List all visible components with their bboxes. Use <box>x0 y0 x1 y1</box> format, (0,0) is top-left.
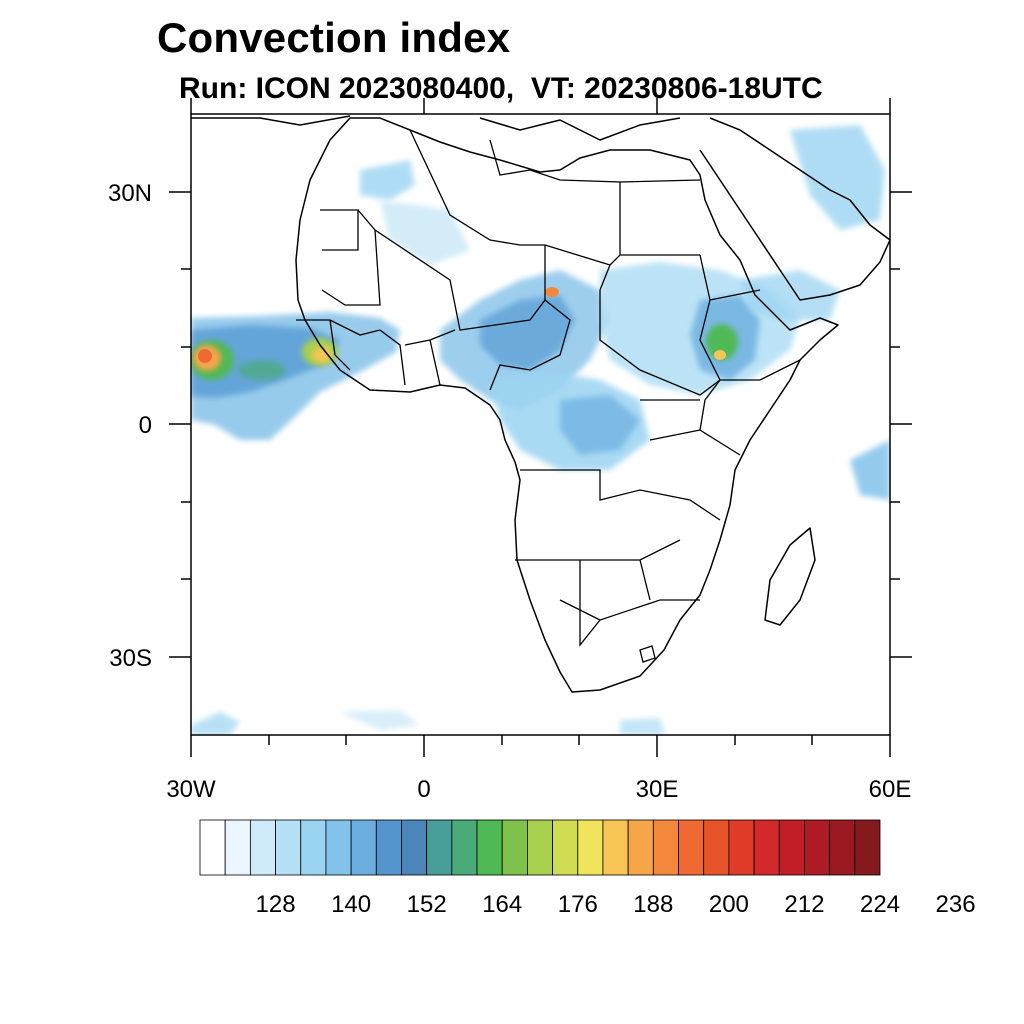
colorbar-swatch <box>527 819 553 876</box>
colorbar-swatch <box>753 819 780 876</box>
convection-peak-east-atlantic <box>198 349 212 363</box>
colorbar-swatch <box>678 819 705 876</box>
colorbar-tick-label: 236 <box>936 891 976 918</box>
lon-label-30w: 30W <box>166 776 216 803</box>
convection-area-morocco <box>360 160 415 200</box>
colorbar-swatch <box>602 819 629 876</box>
colorbar-labels: 128 140 152 164 176 188 200 212 224 236 <box>256 891 976 918</box>
colorbar-swatch <box>224 819 251 876</box>
colorbar-tick-label: 128 <box>256 891 296 918</box>
colorbar-tick-label: 152 <box>407 891 447 918</box>
colorbar-swatch <box>778 819 805 876</box>
convection-area-south-ocean <box>340 710 420 730</box>
colorbar-tick-label: 140 <box>331 891 371 918</box>
colorbar-swatch <box>854 819 881 876</box>
border-lines-west <box>320 209 456 306</box>
convection-max-sierra-leone <box>312 347 332 363</box>
convection-patch-west-sahel <box>238 360 286 380</box>
convection-area-arabia <box>740 270 840 320</box>
convection-area-indian-ocean <box>850 440 890 500</box>
convection-area-levant <box>790 125 885 230</box>
colorbar-swatch <box>552 819 579 876</box>
lon-label-60e: 60E <box>869 776 912 803</box>
europe-coastline <box>191 115 351 126</box>
colorbar-swatch <box>829 819 856 876</box>
colorbar-tick-label: 224 <box>860 891 900 918</box>
colorbar-swatch <box>728 819 755 876</box>
convection-field <box>191 125 890 735</box>
lon-label-0: 0 <box>417 776 430 803</box>
colorbar-swatch <box>501 819 528 876</box>
lon-label-30e: 30E <box>636 776 679 803</box>
convection-area-nigeria-core <box>480 295 575 370</box>
lat-label-30n: 30N <box>108 180 152 207</box>
border-lines-west-africa <box>296 319 456 386</box>
arabian-peninsula-coastline <box>699 117 890 301</box>
colorbar-swatch <box>426 819 453 876</box>
colorbar-swatch <box>199 819 226 876</box>
colorbar-swatch <box>350 819 377 876</box>
colorbar-tick-label: 200 <box>709 891 749 918</box>
colorbar-swatch <box>325 819 352 876</box>
colorbar-swatch <box>703 819 730 876</box>
colorbar-swatch <box>627 819 654 876</box>
border-lines-north <box>409 129 701 266</box>
colorbar-swatch <box>451 819 478 876</box>
lesotho-border <box>639 645 656 663</box>
madagascar-coastline <box>764 527 816 626</box>
colorbar-swatch <box>275 819 302 876</box>
convection-area-south-ocean-east <box>620 718 665 735</box>
colorbar <box>199 819 881 876</box>
convection-area-south-atlantic <box>191 712 240 735</box>
colorbar-tick-label: 164 <box>482 891 522 918</box>
colorbar-swatch <box>375 819 402 876</box>
map-title: Convection index <box>157 14 511 61</box>
colorbar-swatch <box>249 819 276 876</box>
colorbar-swatch <box>652 819 679 876</box>
colorbar-swatch <box>300 819 327 876</box>
border-lines-central <box>454 245 721 396</box>
lat-label-30s: 30S <box>109 645 152 672</box>
convection-core-ethiopia <box>706 324 738 360</box>
coastlines <box>191 115 890 693</box>
convection-area-libya <box>380 200 470 265</box>
colorbar-swatch <box>577 819 604 876</box>
border-lines-south <box>515 469 721 647</box>
map-subtitle: Run: ICON 2023080400, VT: 20230806-18UTC <box>179 72 823 105</box>
colorbar-tick-label: 176 <box>558 891 598 918</box>
colorbar-swatch <box>476 819 503 876</box>
colorbar-swatch <box>401 819 428 876</box>
italy-greece-coastline <box>479 117 681 141</box>
map-ticks <box>169 98 912 757</box>
convection-area-congo-core <box>560 395 640 455</box>
convection-max-ethiopia <box>714 350 726 360</box>
lat-label-0: 0 <box>139 412 152 439</box>
africa-coastline <box>295 117 839 693</box>
border-lines-east <box>640 254 801 456</box>
colorbar-swatch <box>804 819 831 876</box>
colorbar-tick-label: 188 <box>633 891 673 918</box>
country-borders <box>296 129 801 663</box>
convection-core-chad <box>545 287 559 297</box>
colorbar-tick-label: 212 <box>784 891 824 918</box>
